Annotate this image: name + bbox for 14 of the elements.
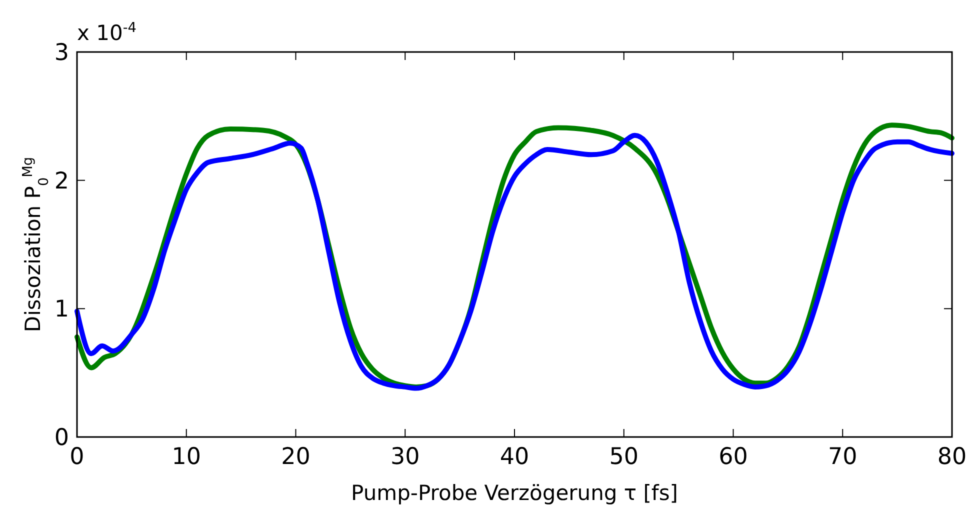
text: x 10$^{-4}$ xyxy=(77,20,136,45)
x-tick-label: 50 xyxy=(609,444,639,470)
y-tick-label: 0 xyxy=(54,425,69,451)
y-tick-label: 1 xyxy=(54,296,69,323)
x-tick-label: 80 xyxy=(937,444,967,470)
x-tick-label: 40 xyxy=(500,444,530,470)
x-tick-label: 30 xyxy=(390,444,420,470)
y-tick-label: 2 xyxy=(54,168,69,194)
x-axis-title: Pump-Probe Verzögerung τ [fs] xyxy=(351,481,678,505)
x-tick-label: 10 xyxy=(172,444,202,470)
x-tick-label: 20 xyxy=(281,444,310,470)
y-tick-label: 3 xyxy=(54,40,69,66)
x-tick-label: 60 xyxy=(718,444,748,470)
x-tick-label: 70 xyxy=(828,444,858,470)
